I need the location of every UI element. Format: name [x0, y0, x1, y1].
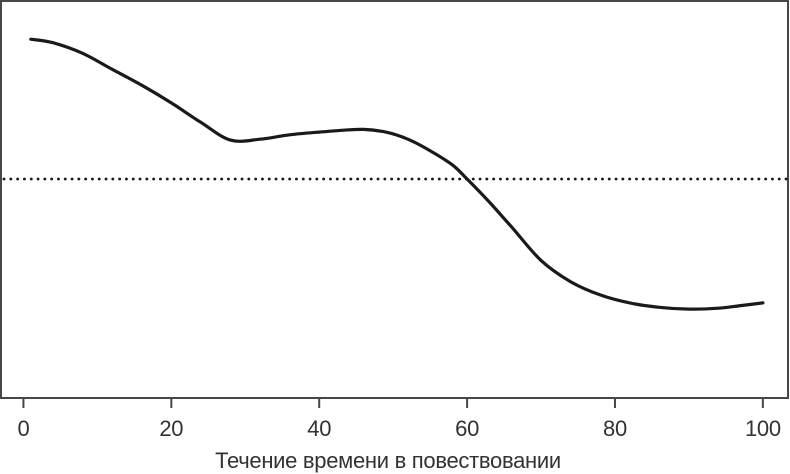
x-axis-tick-labels: 0 20 40 60 80 100 [17, 416, 781, 441]
x-tick-label: 20 [159, 416, 183, 441]
plot-frame [0, 0, 789, 399]
x-axis-title: Течение времени в повествовании [215, 448, 561, 473]
story-arc-line [29, 37, 765, 311]
x-tick-label: 0 [17, 416, 29, 441]
x-tick-label: 40 [307, 416, 331, 441]
x-tick-label: 80 [603, 416, 627, 441]
x-axis-ticks [22, 399, 764, 408]
x-tick-label: 60 [455, 416, 479, 441]
x-tick-label: 100 [745, 416, 781, 441]
